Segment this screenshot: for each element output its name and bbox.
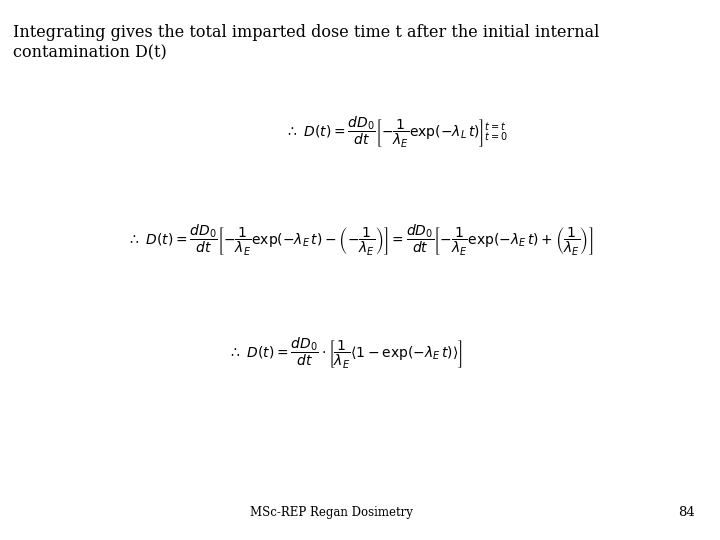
Text: $\therefore\ D(t)=\dfrac{dD_{0}}{dt}\left[-\dfrac{1}{\lambda_{E}}\mathrm{exp}(-\: $\therefore\ D(t)=\dfrac{dD_{0}}{dt}\lef… — [127, 222, 593, 258]
Text: MSc-REP Regan Dosimetry: MSc-REP Regan Dosimetry — [250, 507, 413, 519]
Text: 84: 84 — [678, 507, 695, 519]
Text: Integrating gives the total imparted dose time t after the initial internal
cont: Integrating gives the total imparted dos… — [13, 24, 599, 61]
Text: $\therefore\ D(t)=\dfrac{dD_{0}}{dt}\left[-\dfrac{1}{\lambda_{E}}\mathrm{exp}(-\: $\therefore\ D(t)=\dfrac{dD_{0}}{dt}\lef… — [284, 114, 508, 150]
Text: $\therefore\ D(t)=\dfrac{dD_{0}}{dt}\cdot\left[\dfrac{1}{\lambda_{E}}\langle1-\m: $\therefore\ D(t)=\dfrac{dD_{0}}{dt}\cdo… — [228, 336, 463, 372]
